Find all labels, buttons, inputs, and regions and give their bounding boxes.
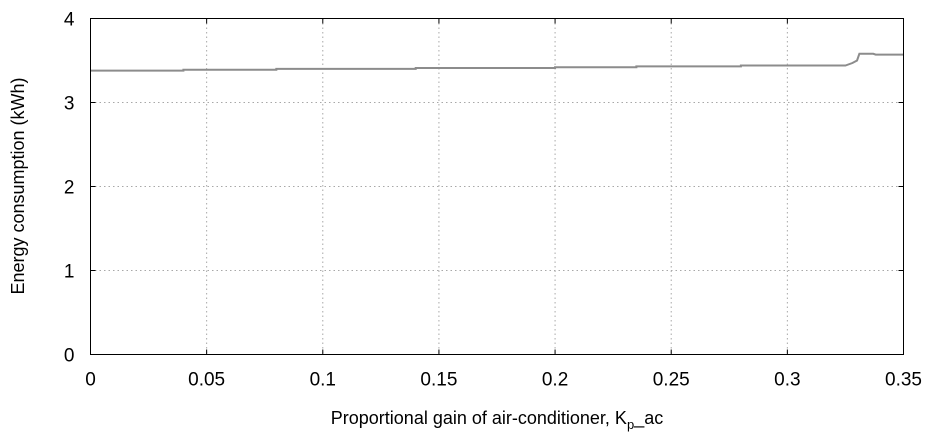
grid: [90, 18, 904, 355]
x-tick-label: 0.15: [420, 370, 457, 391]
ticks: [90, 18, 904, 355]
x-tick-labels: 0 0.05 0.1 0.15 0.2 0.25 0.3 0.35: [85, 370, 922, 391]
y-tick-label: 0: [64, 346, 75, 367]
x-tick-label: 0.25: [653, 370, 690, 391]
y-tick-label: 4: [64, 10, 75, 31]
x-tick-label: 0.1: [310, 370, 336, 391]
x-tick-label: 0.3: [774, 370, 800, 391]
x-tick-label: 0.35: [885, 370, 922, 391]
y-tick-labels: 0 1 2 3 4: [64, 10, 75, 367]
series-layer: [90, 52, 904, 72]
x-tick-label: 0.05: [188, 370, 225, 391]
x-tick-label: 0: [85, 370, 96, 391]
energy-consumption-series-line: [90, 52, 904, 72]
y-tick-label: 3: [64, 94, 75, 115]
y-tick-label: 2: [64, 178, 75, 199]
x-axis-label: Proportional gain of air-conditioner, Kp…: [331, 408, 663, 432]
y-axis-label: Energy consumption (kWh): [8, 77, 28, 294]
y-tick-label: 1: [64, 262, 75, 283]
x-tick-label: 0.2: [542, 370, 568, 391]
